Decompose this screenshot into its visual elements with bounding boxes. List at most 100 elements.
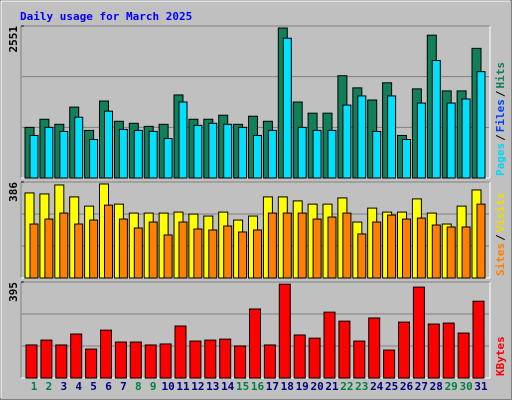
legend: Pages/Files/Hits (494, 62, 507, 176)
bar (74, 116, 84, 179)
legend-label: Visits (494, 193, 507, 233)
x-tick-label: 25 (385, 380, 398, 393)
x-tick-label: 13 (206, 380, 219, 393)
x-tick-label: 2 (46, 380, 53, 393)
x-tick-label: 29 (445, 380, 458, 393)
bar (342, 104, 352, 179)
bar (323, 311, 336, 379)
legend-label: Files (494, 99, 507, 132)
x-tick-label: 14 (221, 380, 235, 393)
bar (44, 218, 54, 279)
x-tick-label: 6 (105, 380, 112, 393)
bar (282, 37, 292, 179)
bar (204, 339, 217, 379)
bar (442, 322, 455, 379)
bar (416, 102, 426, 179)
bar (118, 128, 128, 179)
legend-label: Hits (494, 62, 507, 89)
x-tick-label: 9 (150, 380, 157, 393)
x-tick-label: 15 (236, 380, 249, 393)
bar (357, 233, 367, 279)
bar (74, 223, 84, 279)
bar (446, 102, 456, 179)
x-tick-label: 1 (31, 380, 38, 393)
bar (29, 134, 39, 179)
x-tick-label: 17 (266, 380, 279, 393)
bar (104, 204, 113, 279)
x-tick-label: 11 (176, 380, 190, 393)
x-tick-label: 3 (60, 380, 67, 393)
bar (178, 101, 188, 179)
x-tick-label: 12 (191, 380, 204, 393)
chart-title: Daily usage for March 2025 (20, 10, 192, 23)
bar (338, 320, 351, 379)
bar (431, 224, 441, 279)
bar (402, 139, 411, 179)
bar (383, 349, 396, 379)
legend: Sites /Visits (494, 193, 507, 277)
bar (223, 123, 233, 179)
bar (208, 122, 218, 179)
bar (398, 321, 410, 379)
bar (476, 71, 486, 179)
bar (253, 134, 262, 179)
bar (308, 337, 321, 379)
x-tick-label: 24 (370, 380, 384, 393)
x-tick-label: 7 (120, 380, 127, 393)
bar (129, 341, 142, 379)
bar (402, 218, 411, 279)
bar (357, 95, 367, 179)
bar (416, 217, 426, 279)
bar (133, 129, 143, 179)
bar (249, 308, 261, 379)
bar (412, 286, 425, 379)
bar (297, 212, 307, 279)
x-tick-label: 20 (310, 380, 323, 393)
bar (174, 325, 187, 379)
x-tick-label: 31 (474, 380, 488, 393)
x-tick-label: 18 (281, 380, 294, 393)
x-tick-label: 10 (161, 380, 174, 393)
bar (133, 227, 143, 279)
bar (114, 341, 127, 379)
bar (278, 283, 291, 379)
bar (40, 339, 53, 379)
bar (148, 130, 158, 179)
bar (159, 343, 172, 379)
bar (372, 130, 382, 179)
bar (163, 234, 173, 279)
bar (193, 124, 203, 179)
x-tick-label: 8 (135, 380, 142, 393)
bar (267, 129, 277, 179)
legend: KBytes (494, 336, 507, 376)
bar (353, 340, 366, 379)
bar (89, 139, 99, 179)
x-tick-label: 16 (251, 380, 265, 393)
bar (148, 221, 158, 279)
bar (238, 231, 248, 279)
x-tick-label: 22 (340, 380, 353, 393)
bar (118, 218, 128, 279)
bar (312, 129, 322, 179)
bar (89, 219, 99, 279)
bar (70, 333, 83, 379)
x-tick-label: 26 (400, 380, 414, 393)
bar (372, 221, 382, 279)
x-tick-label: 23 (355, 380, 368, 393)
legend-label: Pages (494, 143, 507, 176)
legend-label: Sites (494, 243, 507, 276)
bar (342, 212, 352, 279)
bar (476, 203, 486, 279)
bar (461, 98, 471, 179)
bar (327, 129, 337, 179)
bar (223, 225, 233, 279)
legend-separator: / (494, 234, 507, 241)
bar (234, 345, 247, 379)
bar (238, 126, 248, 179)
bar (457, 332, 470, 379)
bar (263, 344, 276, 379)
bar (189, 340, 202, 379)
bar (461, 226, 471, 279)
bar (297, 126, 307, 179)
